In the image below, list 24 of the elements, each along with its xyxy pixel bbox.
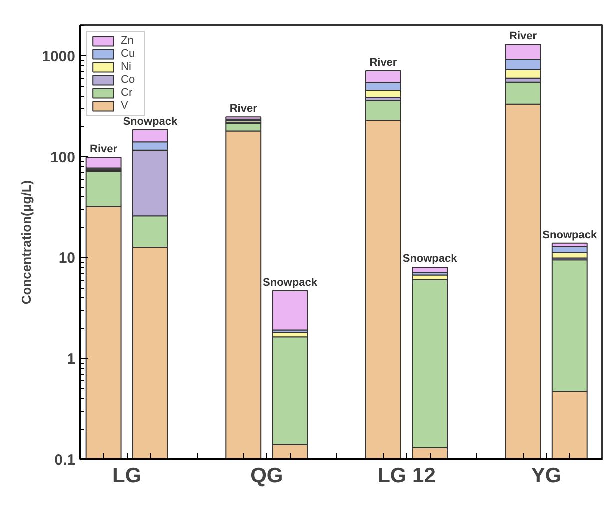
- annotation: River: [510, 30, 538, 43]
- legend-label: Zn: [121, 35, 135, 47]
- annotation: Snowpack: [402, 253, 458, 266]
- annotation: River: [230, 103, 258, 116]
- text: LG: [112, 464, 142, 488]
- y-tick-label: 10: [58, 250, 76, 268]
- text: QG: [250, 464, 284, 488]
- text: YG: [531, 464, 562, 488]
- annotation: Snowpack: [123, 116, 178, 128]
- annotation: River: [90, 144, 118, 156]
- legend-label: Cu: [121, 48, 136, 60]
- text: LG 12: [378, 464, 436, 488]
- legend-label: Co: [121, 74, 136, 86]
- y-tick-label: 0.1: [54, 452, 76, 469]
- y-axis-title: Concentration(μg/L): [19, 180, 34, 305]
- annotation: Snowpack: [542, 229, 598, 242]
- legend-label: V: [121, 100, 130, 112]
- annotation: River: [370, 57, 398, 70]
- legend-label: Ni: [121, 61, 132, 73]
- y-tick-label: 1: [67, 351, 76, 368]
- y-tick-label: 1000: [42, 48, 76, 66]
- annotation: Snowpack: [263, 276, 318, 289]
- y-tick-label: 100: [50, 149, 76, 166]
- legend-label: Cr: [121, 87, 134, 99]
